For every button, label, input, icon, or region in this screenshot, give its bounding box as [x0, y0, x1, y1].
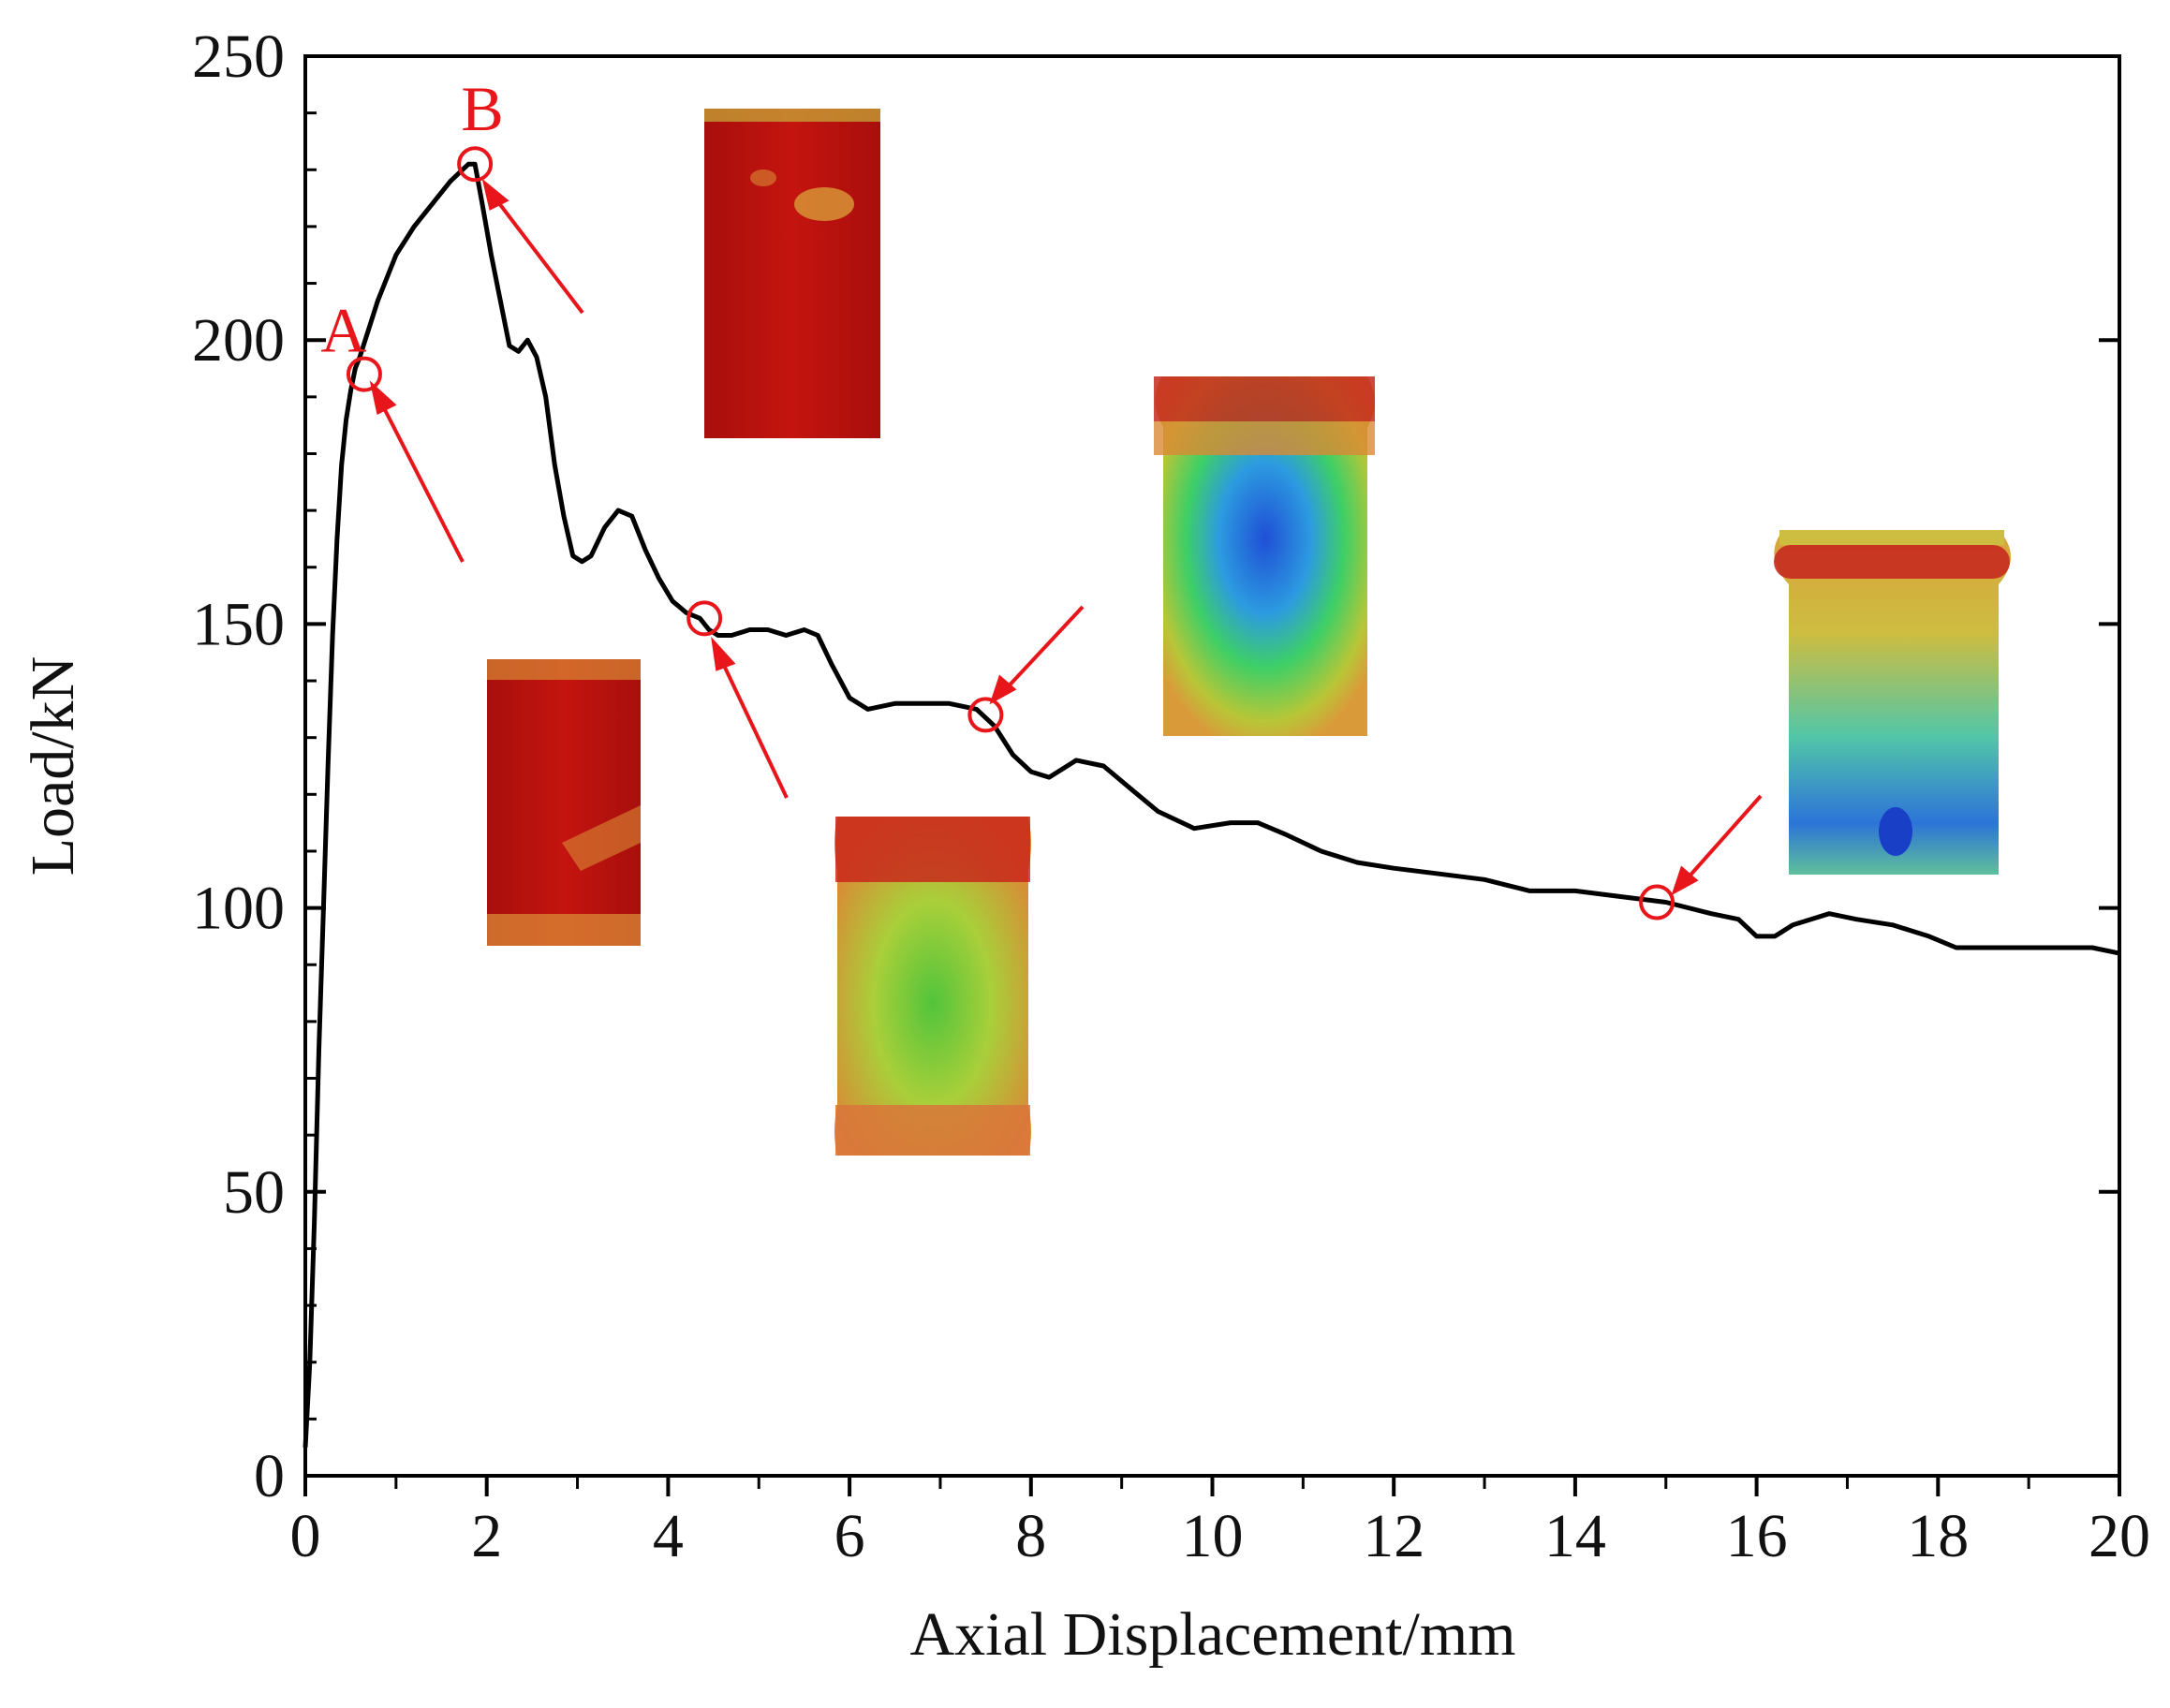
arrow-b: [491, 193, 584, 315]
annotation-label-B: B: [461, 73, 503, 144]
x-tick-label-0: 0: [290, 1502, 321, 1570]
x-tick-label-8: 8: [1015, 1502, 1046, 1570]
y-axis-title: Load/kN: [19, 656, 87, 876]
y-tick-label-100: 100: [192, 875, 285, 943]
y-axis-ticks: 0 50 100 150 200 250: [192, 22, 2119, 1510]
arrowhead-a: [369, 380, 397, 415]
arrow-5: [1684, 794, 1763, 882]
arrowhead-5: [1671, 865, 1699, 896]
x-tick-label-4: 4: [653, 1502, 684, 1570]
arrow-3: [717, 655, 789, 799]
contour-inset-2: [704, 109, 880, 438]
y-tick-label-150: 150: [192, 590, 285, 658]
contour-inset-3: [834, 817, 1031, 1156]
y-tick-label-200: 200: [192, 306, 285, 375]
arrowhead-3: [711, 636, 736, 671]
arrow-a: [376, 396, 465, 563]
x-tick-label-18: 18: [1907, 1502, 1969, 1570]
x-tick-label-16: 16: [1726, 1502, 1788, 1570]
annotation-marker-3: [686, 600, 723, 637]
x-tick-label-10: 10: [1182, 1502, 1244, 1570]
annotation-marker-5: [1639, 884, 1675, 920]
pointer-arrows: [369, 178, 1763, 896]
contour-inset-5: [1774, 530, 2011, 875]
arrow-4: [1002, 605, 1085, 693]
annotation-marker-1: [346, 356, 382, 392]
annotation-label-A: A: [320, 295, 366, 366]
x-tick-label-20: 20: [2089, 1502, 2150, 1570]
load-curve-line: [303, 161, 2120, 1448]
contour-inset-1: [487, 659, 641, 946]
y-tick-label-50: 50: [223, 1158, 285, 1227]
arrowhead-4: [989, 674, 1017, 705]
x-tick-label-2: 2: [471, 1502, 502, 1570]
y-tick-label-0: 0: [254, 1442, 285, 1510]
x-tick-label-14: 14: [1544, 1502, 1606, 1570]
x-tick-label-12: 12: [1363, 1502, 1425, 1570]
y-tick-label-250: 250: [192, 22, 285, 91]
annotations: AB: [320, 73, 1675, 920]
x-tick-label-6: 6: [834, 1502, 865, 1570]
annotation-marker-2: [457, 146, 494, 183]
x-axis-title: Axial Displacement/mm: [909, 1600, 1515, 1669]
x-axis-ticks: 0 2 4 6 8 10 12 14 16 18 20: [290, 1476, 2150, 1570]
arrowhead-b: [481, 178, 509, 211]
contour-inset-4: [1154, 376, 1375, 736]
annotation-marker-4: [967, 697, 1004, 733]
